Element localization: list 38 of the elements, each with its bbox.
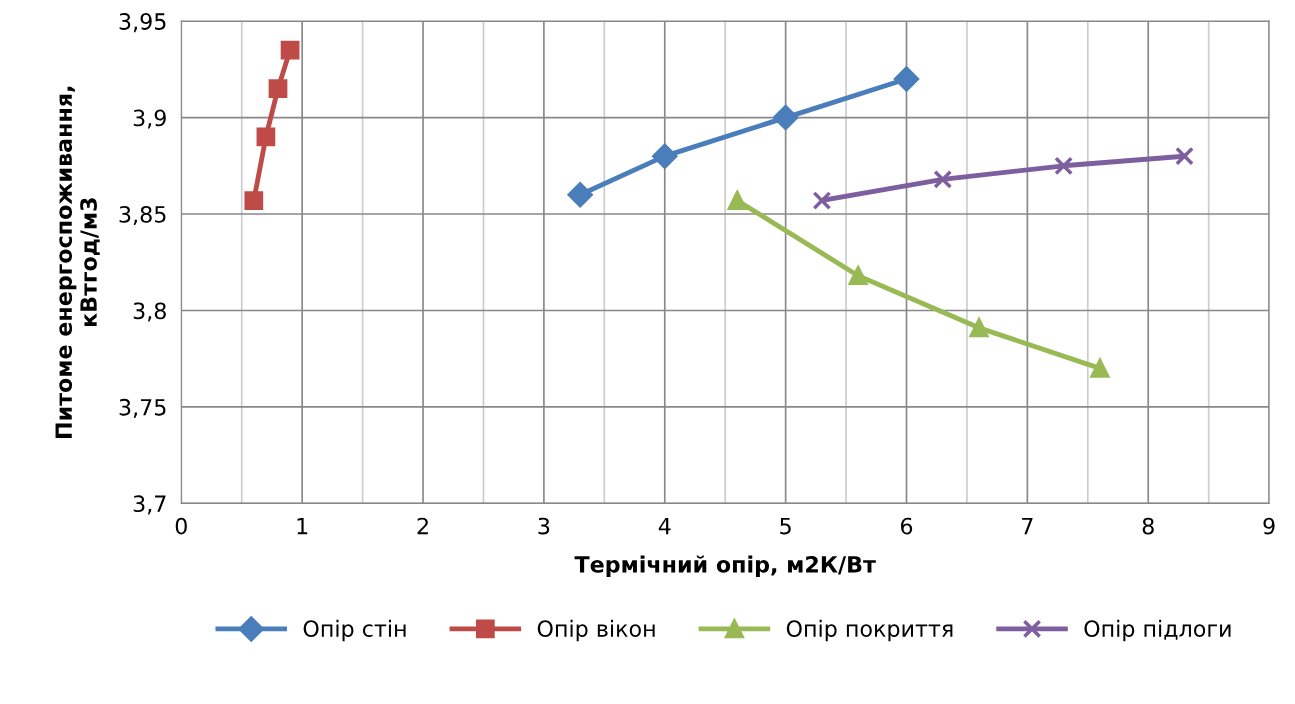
x-tick-label: 1 [297, 517, 308, 535]
point [1089, 356, 1111, 378]
x-tick-label: 3 [538, 517, 550, 535]
x-tick-label: 8 [1142, 517, 1154, 535]
point [969, 318, 989, 338]
point [268, 79, 288, 99]
point [244, 191, 264, 210]
legend-label: Опір стін [303, 619, 406, 642]
y-tick-label: 3,7 [133, 495, 166, 515]
point [256, 127, 276, 147]
point [773, 105, 799, 131]
legend-label: Опір вікон [537, 619, 655, 642]
x-tick-label: 5 [780, 517, 791, 535]
point [567, 182, 593, 208]
x-tick-label: 0 [175, 517, 187, 535]
legend-label: Опір покриття [786, 619, 953, 642]
y-tick-label: 3,95 [119, 13, 166, 33]
x-tick-label: 6 [900, 517, 913, 535]
point [652, 143, 678, 169]
x-axis-title: Термічний опір, м2К/Вт [574, 555, 876, 578]
point [1175, 146, 1194, 166]
y-tick-label: 3,85 [119, 205, 166, 226]
y-tick-label: 3,75 [119, 398, 166, 418]
x-tick-label: 9 [1263, 517, 1275, 535]
point [933, 169, 953, 189]
y-tick-label: 3,9 [133, 109, 166, 129]
point [848, 266, 868, 286]
x-tick-label: 7 [1022, 517, 1033, 535]
x-tick-label: 4 [658, 517, 671, 535]
point [727, 191, 747, 210]
point [893, 66, 920, 92]
point [1054, 156, 1074, 176]
y-axis-title: Питоме енергоспоживання, кВтгод/м3 [55, 86, 100, 438]
y-tick-label: 3,8 [133, 302, 166, 322]
point [812, 191, 832, 210]
legend-label: Опір підлоги [1084, 619, 1231, 642]
point [280, 40, 300, 60]
x-tick-label: 2 [417, 517, 428, 535]
